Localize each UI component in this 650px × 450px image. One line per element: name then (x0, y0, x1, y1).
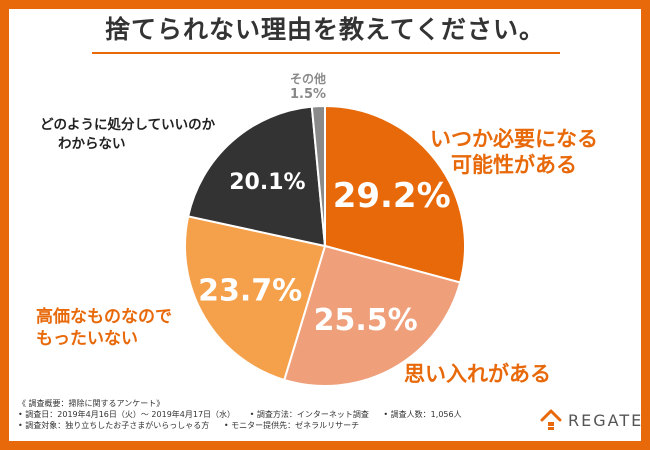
pie-slice (324, 104, 466, 284)
callout-kouka: 高価なものなので もったいない (36, 306, 172, 350)
callout-shobun: どのように処分していいのか わからない (40, 116, 215, 154)
survey-date: • 調査日：2019年4月16日（火）〜 2019年4月17日（水） (18, 410, 236, 420)
survey-count: • 調査人数：1,056人 (383, 410, 462, 420)
slice-value-label: 20.1% (229, 170, 305, 195)
survey-heading: 《 調査概要：掃除に関するアンケート》 (18, 399, 165, 408)
callout-shobun-line2: わからない (58, 135, 126, 152)
pie-slice (283, 244, 462, 387)
callout-kouka-line1: 高価なものなので (36, 307, 172, 327)
callout-hitsuyou: いつか必要になる 可能性がある (430, 126, 598, 179)
callout-hitsuyou-line2: 可能性がある (451, 153, 577, 178)
callout-sonota-pct: 1.5% (290, 87, 327, 102)
pie-slice (310, 104, 326, 247)
survey-method: • 調査方法：インターネット調査 (249, 410, 369, 420)
callout-omoiire: 思い入れがある (404, 361, 551, 387)
page-title: 捨てられない理由を教えてください。 (104, 15, 545, 44)
callout-sonota: その他 1.5% (290, 72, 326, 103)
callout-hitsuyou-line1: いつか必要になる (430, 127, 598, 151)
callout-sonota-label: その他 (290, 72, 327, 86)
callout-shobun-line1: どのように処分していいのか (40, 117, 216, 133)
house-icon (540, 409, 562, 430)
callout-omoiire-line1: 思い入れがある (404, 362, 551, 386)
slice-value-label: 25.5% (314, 303, 418, 338)
survey-target: • 調査対象：独り立ちしたお子さまがいらっしゃる方 (18, 421, 210, 431)
survey-provider: • モニター提供先：ゼネラルリサーチ (223, 421, 360, 431)
slice-value-label: 23.7% (198, 273, 302, 308)
logo-text: REGATE (568, 410, 644, 430)
slice-value-label: 29.2% (333, 176, 451, 216)
callout-kouka-line2: もったいない (36, 329, 138, 350)
pie-slice (186, 105, 327, 248)
title-underline (92, 52, 560, 54)
regate-logo: REGATE (540, 408, 643, 432)
pie-slice (184, 215, 327, 382)
survey-info: 《 調査概要：掃除に関するアンケート》 • 調査日：2019年4月16日（火）〜… (18, 398, 474, 432)
